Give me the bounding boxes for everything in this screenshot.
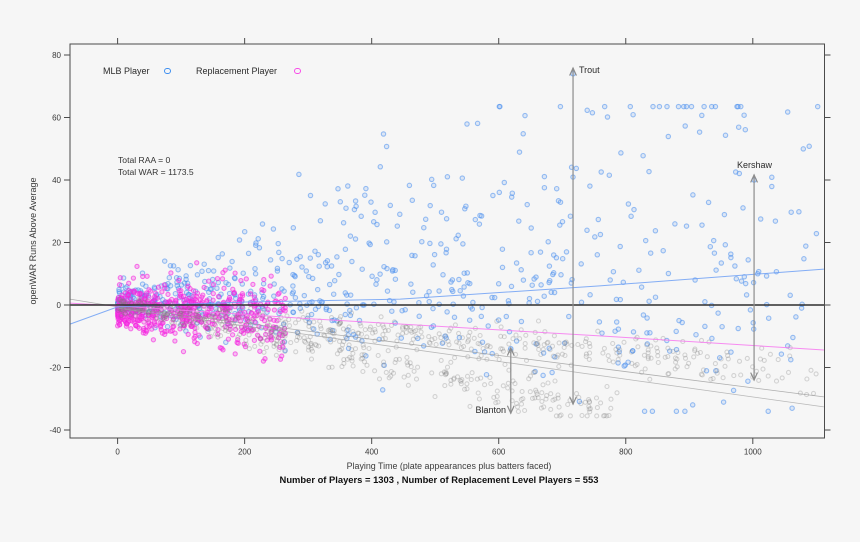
y-tick-label: -20 bbox=[49, 363, 61, 372]
total-raa-text: Total RAA = 0 bbox=[118, 155, 171, 165]
plot-border bbox=[69, 43, 825, 439]
mlb-player-marker-icon bbox=[164, 67, 171, 75]
player-counts-subtitle: Number of Players = 1303 , Number of Rep… bbox=[279, 474, 599, 485]
war-arrow-kershaw bbox=[750, 173, 758, 382]
war-arrows bbox=[506, 66, 758, 415]
war-arrow-blanton bbox=[506, 346, 515, 415]
y-axis-title: openWAR Runs Above Average bbox=[28, 177, 38, 305]
y-tick-label: 0 bbox=[57, 301, 62, 310]
mlb-loess bbox=[69, 268, 824, 325]
x-tick-label: 200 bbox=[238, 448, 252, 457]
x-tick-label: 0 bbox=[115, 448, 120, 457]
legend-label-mlb-player: MLB Player bbox=[103, 65, 150, 76]
x-tick-label: 800 bbox=[619, 448, 633, 457]
shadow-fit-b bbox=[117, 307, 824, 408]
series-replacement-player bbox=[114, 260, 289, 364]
x-tick-label: 1000 bbox=[744, 448, 762, 457]
series-replacement-shadow-upper bbox=[115, 295, 819, 398]
total-war-text: Total WAR = 1173.5 bbox=[118, 166, 194, 177]
axis-ticks bbox=[64, 38, 831, 444]
annotation-label-trout: Trout bbox=[579, 64, 600, 75]
y-tick-label: 40 bbox=[52, 176, 61, 185]
y-tick-label: 60 bbox=[52, 113, 61, 122]
legend-label-replacement-player: Replacement Player bbox=[196, 65, 278, 76]
annotation-label-kershaw: Kershaw bbox=[736, 160, 772, 170]
annotation-label-blanton: Blanton bbox=[475, 404, 506, 415]
x-axis-title: Playing Time (plate appearances plus bat… bbox=[346, 461, 552, 471]
x-tick-label: 400 bbox=[365, 448, 379, 457]
y-tick-label: -40 bbox=[49, 426, 61, 435]
war-arrow-trout bbox=[569, 66, 577, 406]
series-mlb-player bbox=[114, 103, 821, 415]
totals-block: Total RAA = 0 Total WAR = 1173.5 bbox=[118, 155, 194, 178]
x-tick-label: 600 bbox=[492, 448, 506, 457]
y-tick-label: 80 bbox=[52, 51, 61, 60]
y-tick-label: 20 bbox=[52, 238, 61, 247]
replacement-player-marker-icon bbox=[294, 67, 301, 75]
